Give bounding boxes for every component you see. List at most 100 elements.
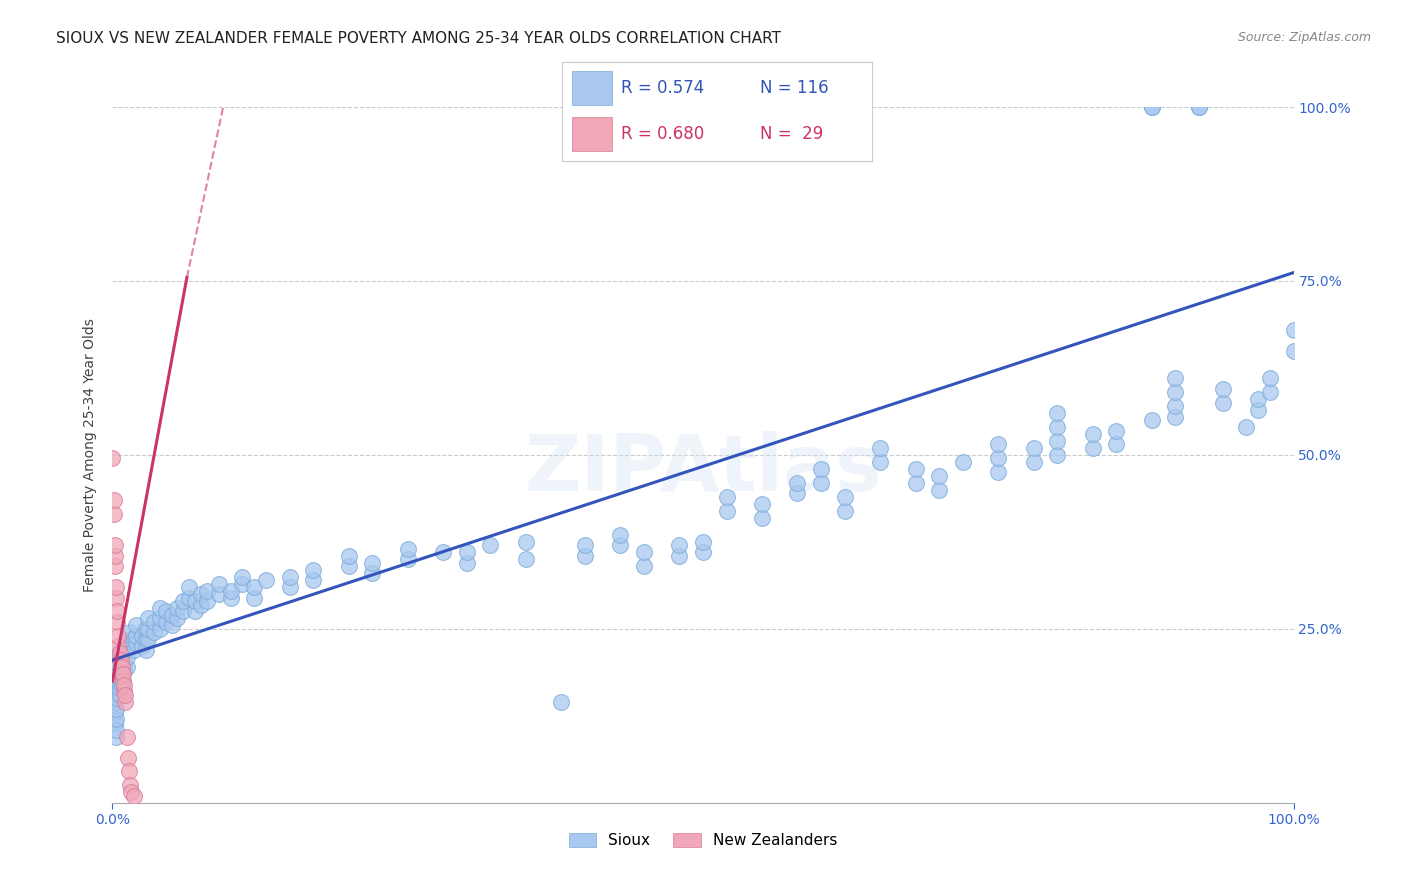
Text: Source: ZipAtlas.com: Source: ZipAtlas.com	[1237, 31, 1371, 45]
Point	[155, 605, 177, 619]
Point	[1140, 100, 1163, 114]
Point	[104, 674, 127, 689]
Point	[219, 583, 242, 598]
Point	[456, 556, 478, 570]
Point	[1188, 100, 1211, 114]
Point	[104, 549, 127, 563]
Point	[166, 601, 188, 615]
Point	[120, 639, 142, 653]
Point	[692, 545, 714, 559]
Point	[112, 646, 135, 660]
Point	[115, 660, 138, 674]
Point	[111, 660, 134, 674]
Point	[574, 538, 596, 552]
Point	[987, 451, 1010, 466]
Point	[1046, 406, 1069, 420]
Point	[107, 646, 129, 660]
Point	[108, 653, 131, 667]
Point	[104, 715, 127, 730]
Point	[987, 437, 1010, 451]
Point	[131, 639, 153, 653]
Point	[155, 615, 177, 629]
Point	[1105, 424, 1128, 438]
Text: R = 0.574: R = 0.574	[621, 79, 704, 97]
Point	[107, 639, 129, 653]
Point	[1258, 371, 1281, 385]
Point	[172, 594, 194, 608]
Point	[125, 629, 148, 643]
Point	[105, 591, 128, 605]
Point	[107, 667, 129, 681]
Point	[112, 677, 135, 691]
Point	[104, 538, 127, 552]
Point	[172, 605, 194, 619]
Point	[108, 688, 131, 702]
Point	[111, 677, 134, 691]
Point	[904, 475, 927, 490]
Point	[1212, 396, 1234, 410]
Point	[135, 632, 157, 647]
Point	[105, 712, 128, 726]
Point	[104, 649, 127, 664]
Point	[112, 674, 135, 689]
Point	[105, 674, 128, 689]
Point	[110, 649, 132, 664]
Point	[160, 607, 183, 622]
Point	[1046, 434, 1069, 448]
Point	[105, 723, 128, 737]
Point	[125, 618, 148, 632]
Point	[110, 653, 132, 667]
Point	[105, 605, 128, 619]
Point	[118, 764, 141, 779]
Point	[166, 611, 188, 625]
Point	[108, 674, 131, 689]
Point	[101, 451, 124, 466]
Point	[142, 625, 165, 640]
Point	[1105, 437, 1128, 451]
Point	[208, 587, 231, 601]
Point	[107, 657, 129, 671]
Point	[609, 538, 631, 552]
Point	[111, 667, 134, 681]
Text: N =  29: N = 29	[761, 125, 824, 143]
Legend: Sioux, New Zealanders: Sioux, New Zealanders	[562, 827, 844, 855]
Point	[1046, 420, 1069, 434]
Point	[122, 632, 145, 647]
Point	[869, 441, 891, 455]
Point	[122, 789, 145, 803]
Point	[110, 660, 132, 674]
Point	[115, 730, 138, 744]
Point	[928, 483, 950, 497]
Point	[928, 468, 950, 483]
Point	[751, 497, 773, 511]
Point	[1282, 323, 1305, 337]
Point	[105, 580, 128, 594]
Point	[1081, 441, 1104, 455]
Point	[110, 667, 132, 681]
Point	[104, 660, 127, 674]
Point	[120, 785, 142, 799]
Point	[208, 576, 231, 591]
Point	[104, 695, 127, 709]
Point	[136, 632, 159, 647]
Point	[574, 549, 596, 563]
Point	[1022, 441, 1045, 455]
Point	[136, 622, 159, 636]
Point	[243, 580, 266, 594]
Point	[550, 695, 572, 709]
Point	[1212, 382, 1234, 396]
Point	[456, 545, 478, 559]
Point	[112, 657, 135, 671]
Point	[108, 646, 131, 660]
Point	[337, 559, 360, 574]
Text: R = 0.680: R = 0.680	[621, 125, 704, 143]
Point	[432, 545, 454, 559]
Point	[1140, 100, 1163, 114]
Point	[869, 455, 891, 469]
Point	[142, 615, 165, 629]
Point	[149, 601, 172, 615]
Point	[135, 622, 157, 636]
Point	[515, 534, 537, 549]
Point	[361, 566, 384, 581]
Point	[114, 688, 136, 702]
